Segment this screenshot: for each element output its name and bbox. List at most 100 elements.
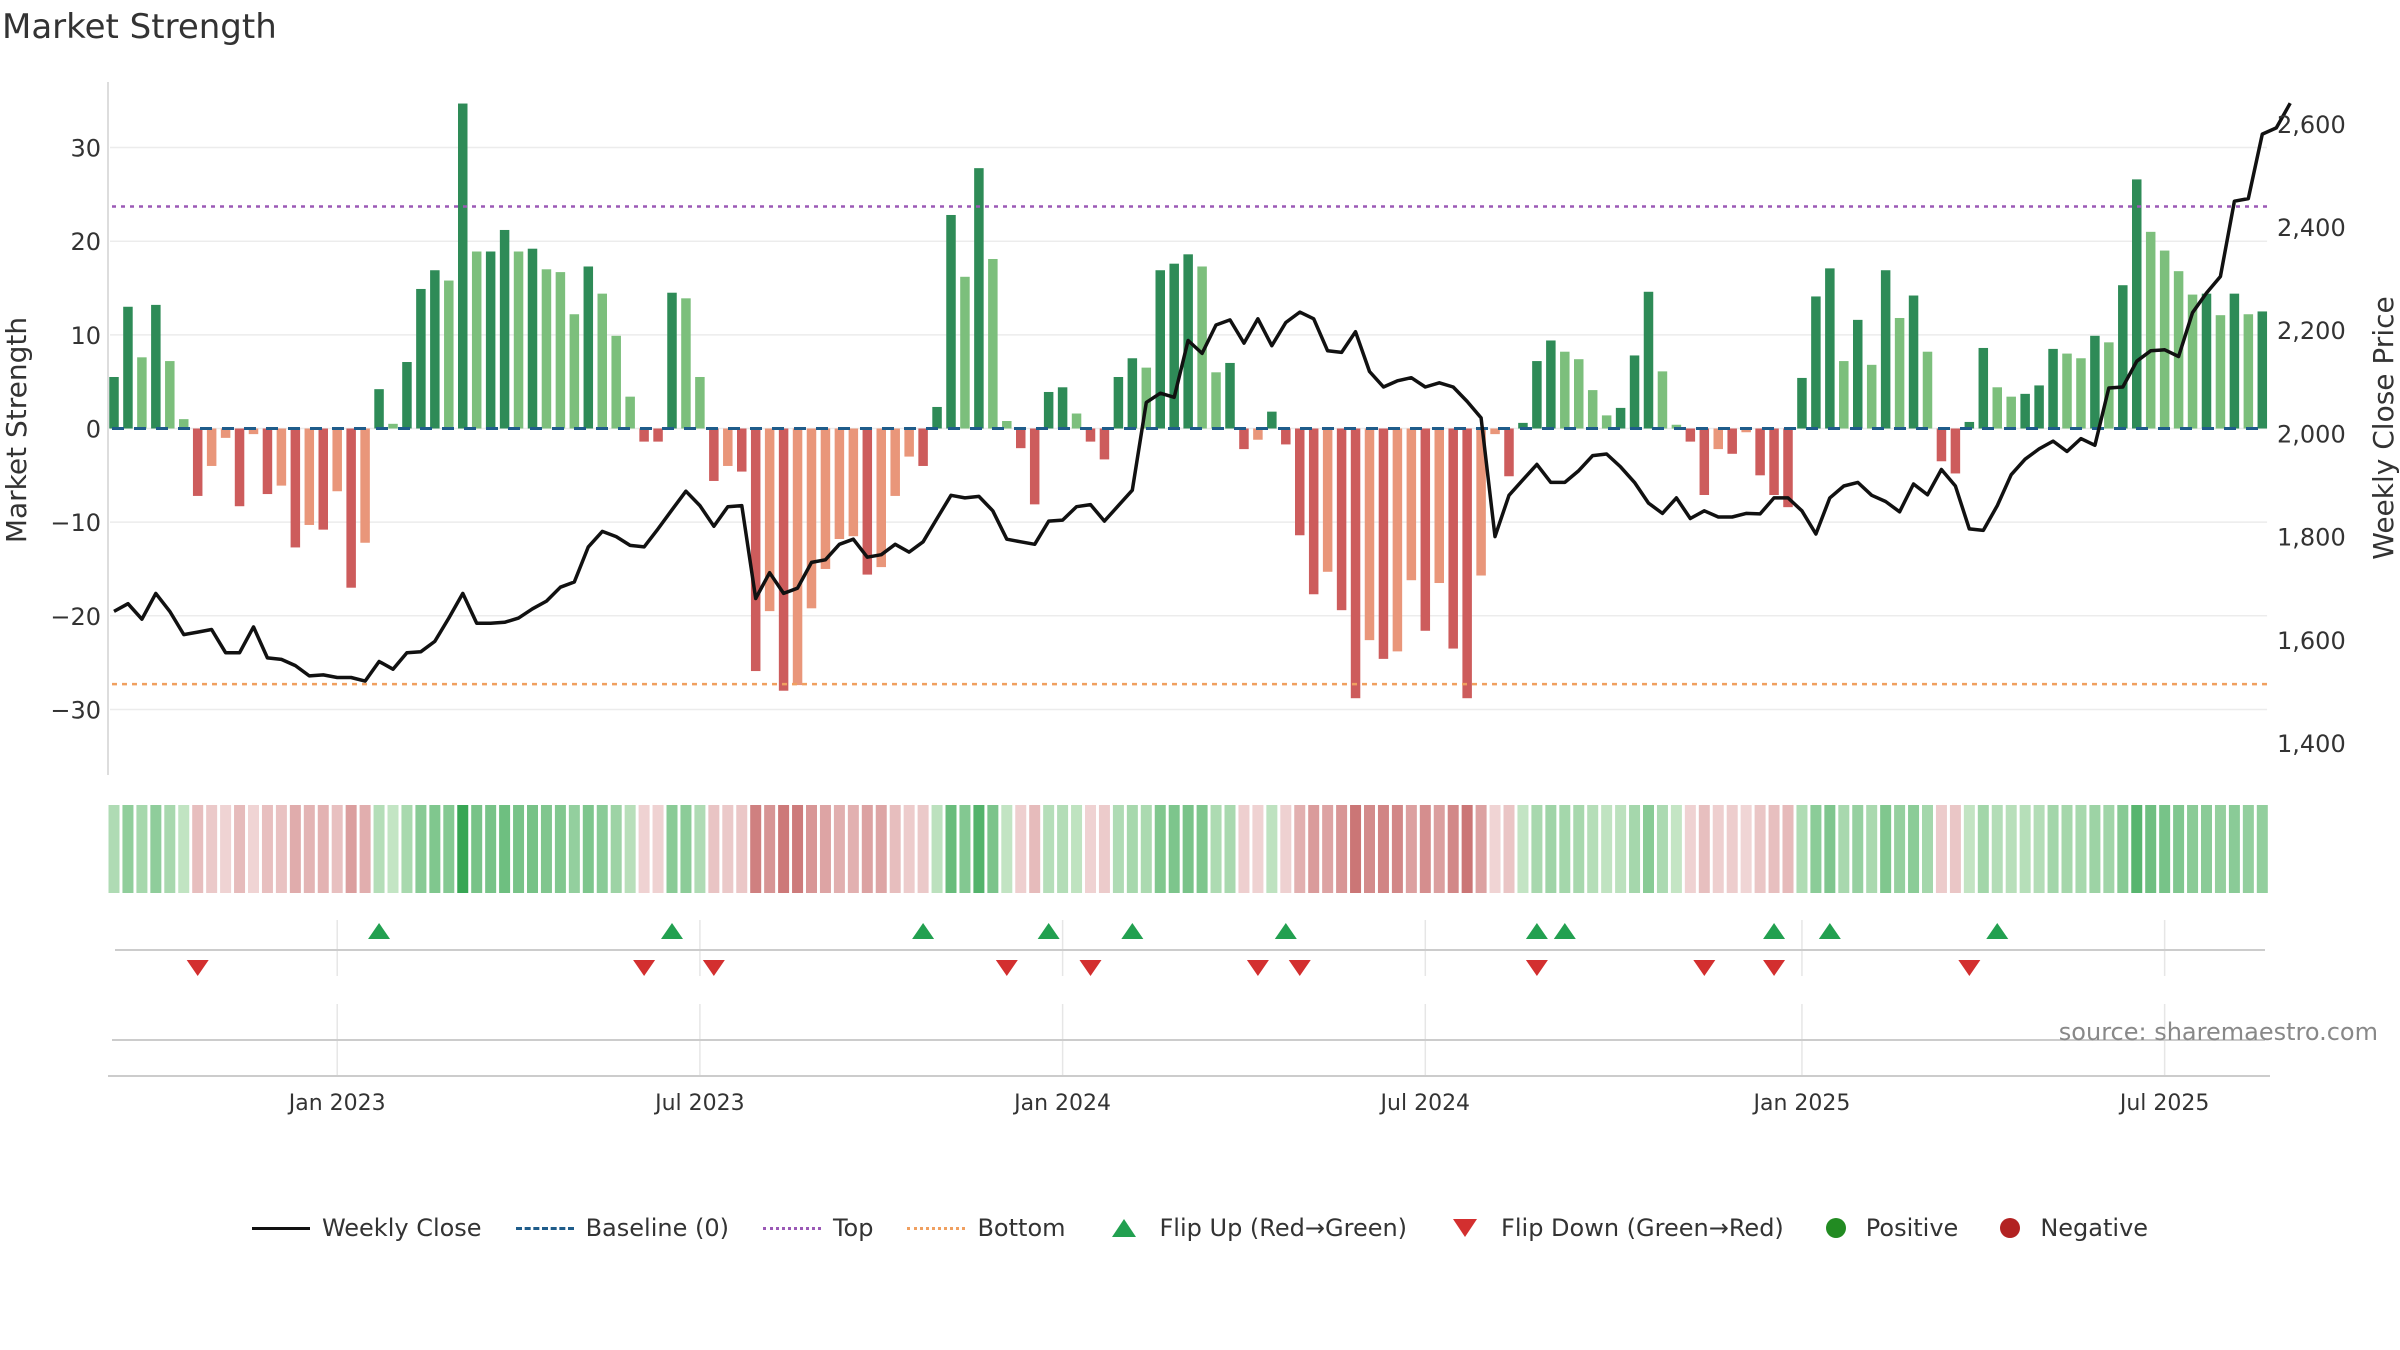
triangle-up-icon — [1111, 1219, 1136, 1237]
strip-cell — [1085, 805, 1096, 893]
x-axis-ticks: Jan 2023 Jul 2023 Jan 2024 Jul 2024 Jan 2025… — [287, 1091, 2210, 1116]
strength-bar — [1406, 428, 1417, 581]
strength-bar — [471, 251, 482, 429]
strength-bar — [1476, 428, 1486, 576]
strip-cell — [1350, 805, 1362, 893]
strip-cell — [150, 805, 162, 893]
y2-tick-label: 1,600 — [2277, 627, 2346, 655]
strength-bar — [1825, 268, 1835, 429]
strip-cell — [1949, 805, 1961, 893]
legend-flip-up: Flip Up (Red→Green) — [1100, 1214, 1407, 1242]
strength-bar — [750, 428, 761, 672]
strength-bar — [304, 428, 315, 525]
strength-bar — [318, 428, 328, 530]
strip-cell — [987, 805, 999, 893]
line-swatch-icon — [251, 1226, 310, 1230]
strength-bar — [1239, 428, 1249, 450]
strength-bar — [332, 428, 342, 492]
y-tick-label: 10 — [70, 322, 101, 350]
legend-flip-down: Flip Down (Green→Red) — [1441, 1214, 1784, 1242]
strength-bar — [1267, 411, 1277, 429]
strip-cell — [1615, 805, 1627, 893]
strip-cell — [108, 805, 120, 893]
strength-bar — [695, 376, 705, 429]
strength-bar — [764, 428, 775, 612]
strength-bar — [2159, 250, 2170, 429]
strength-bar — [2104, 342, 2114, 429]
strength-bar — [1113, 376, 1124, 429]
strip-cell — [122, 805, 134, 893]
flip-up-marker — [1553, 923, 1576, 939]
strength-bar — [1671, 424, 1682, 429]
flip-down-marker — [633, 960, 656, 976]
x-tick-label: Jul 2023 — [653, 1091, 745, 1116]
strength-bar — [2215, 315, 2226, 429]
strength-bar — [1350, 428, 1361, 699]
flip-up-marker — [912, 923, 935, 939]
strip-cell — [610, 805, 622, 893]
y-tick-label: −20 — [50, 603, 101, 631]
strip-cell — [1029, 805, 1041, 893]
strength-bar — [1839, 361, 1849, 429]
strip-cell — [1364, 805, 1375, 893]
legend-label: Flip Down (Green→Red) — [1501, 1214, 1784, 1242]
strength-bar — [1127, 358, 1138, 429]
strip-cell — [1308, 805, 1320, 893]
strength-bar — [109, 376, 119, 429]
strip-cell — [1670, 805, 1682, 893]
strip-cell — [331, 805, 343, 893]
strength-bar — [1155, 270, 1165, 429]
strip-cell — [1098, 805, 1110, 893]
strip-cell — [945, 805, 957, 893]
strength-bar — [1587, 390, 1598, 429]
strength-bar — [1908, 295, 1919, 429]
strength-bar — [737, 428, 747, 472]
strength-bar — [248, 428, 259, 435]
strip-cell — [889, 805, 901, 893]
strength-bar — [402, 362, 412, 429]
y2-axis-ticks: 2,600 2,400 2,200 2,000 1,800 1,600 1,400 — [2277, 111, 2346, 758]
strength-bar — [848, 428, 859, 537]
source-label: source: sharemaestro.com — [2059, 1018, 2378, 1046]
strength-bar — [234, 428, 245, 507]
strength-bar — [541, 269, 552, 429]
strip-cell — [2089, 805, 2101, 893]
strength-bar — [1364, 428, 1375, 641]
strength-bar — [876, 428, 886, 568]
strip-cell — [806, 805, 817, 893]
legend-label: Weekly Close — [321, 1214, 482, 1242]
strip-cell — [2103, 805, 2115, 893]
strip-cell — [178, 805, 190, 893]
strength-bar — [1685, 428, 1696, 442]
strip-cell — [1908, 805, 1920, 893]
strip-cell — [1140, 805, 1152, 893]
strip-cell — [1573, 805, 1585, 893]
y-axis-ticks: 30 20 10 0 −10 −20 −30 — [50, 135, 101, 725]
strength-bar — [890, 428, 900, 496]
strength-bar — [1922, 351, 1933, 429]
strength-bar — [1783, 428, 1793, 508]
strength-bar — [1057, 387, 1068, 429]
flip-up-marker — [661, 923, 683, 939]
strength-bar — [555, 272, 566, 429]
strength-bar — [1713, 428, 1723, 450]
strength-bar — [820, 428, 831, 569]
strip-cell — [1601, 805, 1613, 893]
strength-bar — [1853, 319, 1863, 429]
strength-bar — [639, 428, 649, 442]
strength-bar — [1518, 422, 1528, 429]
strip-cell — [568, 805, 580, 893]
strip-cell — [1377, 805, 1389, 893]
strength-bar — [458, 103, 468, 429]
strength-bar — [2062, 353, 2072, 429]
strip-cell — [1001, 805, 1013, 893]
strength-bar — [1950, 428, 1961, 474]
legend-label: Bottom — [977, 1214, 1066, 1242]
strip-cell — [2005, 805, 2017, 893]
strip-cell — [1475, 805, 1487, 893]
strength-bar — [1295, 428, 1305, 536]
strip-cell — [694, 805, 706, 893]
strength-bar — [1448, 428, 1458, 649]
strength-bar — [499, 229, 510, 429]
